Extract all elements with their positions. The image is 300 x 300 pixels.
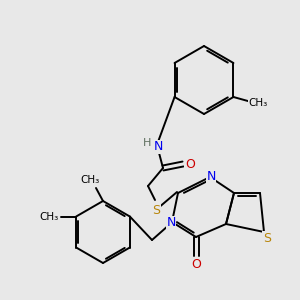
Text: O: O xyxy=(185,158,195,170)
Text: CH₃: CH₃ xyxy=(40,212,59,221)
Text: S: S xyxy=(152,205,160,218)
Text: S: S xyxy=(263,232,271,244)
Text: H: H xyxy=(143,138,151,148)
Text: N: N xyxy=(206,169,216,182)
Text: CH₃: CH₃ xyxy=(249,98,268,108)
Text: CH₃: CH₃ xyxy=(80,175,100,185)
Text: N: N xyxy=(153,140,163,154)
Text: N: N xyxy=(166,217,176,230)
Text: O: O xyxy=(191,259,201,272)
